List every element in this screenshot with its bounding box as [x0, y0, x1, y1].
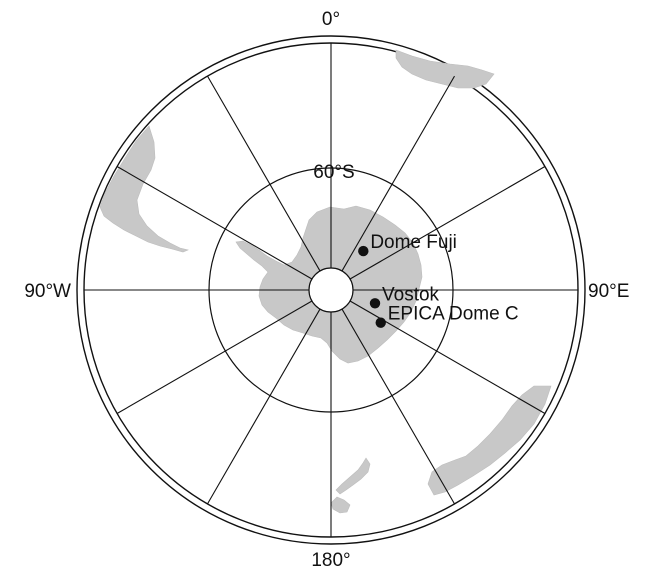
longitude-label-bottom: 180° [311, 550, 350, 571]
meridian-line-150 [341, 308, 455, 505]
site-marker-epica-dome-c [375, 317, 386, 328]
meridian-line-330 [207, 75, 321, 272]
longitude-label-top: 0° [322, 9, 340, 30]
graticule [84, 43, 578, 537]
longitude-label-right: 90°E [588, 281, 629, 302]
map-outer-ring [76, 35, 586, 545]
site-marker-vostok [369, 298, 381, 309]
new-zealand-north-island [330, 496, 351, 514]
south-america-landmass [99, 125, 189, 253]
meridian-line-30 [341, 75, 455, 272]
meridian-line-240 [116, 300, 313, 414]
new-zealand-south-island [335, 457, 371, 495]
site-label-vostok: Vostok [382, 284, 440, 305]
pole-hole-circle [308, 267, 354, 313]
latitude-label-60s: 60°S [313, 162, 354, 183]
land-layer [99, 49, 552, 514]
site-label-dome-fuji: Dome Fuji [370, 232, 457, 253]
site-marker-dome-fuji [358, 245, 369, 257]
site-label-epica-dome-c: EPICA Dome C [388, 304, 519, 325]
longitude-label-left: 90°W [24, 281, 71, 302]
meridian-line-210 [207, 308, 321, 505]
meridian-line-300 [116, 166, 313, 280]
africa-landmass [395, 49, 495, 89]
meridian-line-60 [349, 166, 546, 280]
australia-landmass [427, 385, 552, 496]
